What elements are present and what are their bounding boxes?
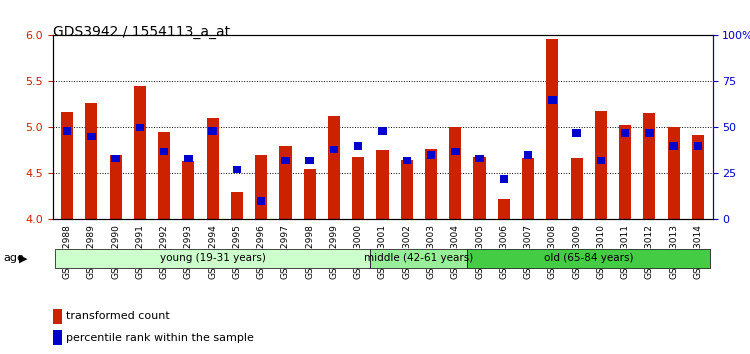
Bar [694, 142, 702, 149]
Bar [451, 148, 460, 155]
Bar [548, 96, 556, 103]
Bar [400, 160, 412, 219]
Bar [158, 132, 170, 219]
Bar [476, 155, 484, 162]
Bar [692, 135, 704, 219]
Bar [498, 199, 510, 219]
Bar [522, 158, 534, 219]
Text: young (19-31 years): young (19-31 years) [160, 253, 266, 263]
FancyBboxPatch shape [55, 249, 370, 268]
Text: GDS3942 / 1554113_a_at: GDS3942 / 1554113_a_at [53, 25, 230, 39]
Bar [257, 198, 265, 205]
Bar [595, 111, 607, 219]
Bar [111, 155, 120, 162]
Bar [281, 157, 290, 164]
Bar [53, 330, 62, 345]
Bar [182, 161, 194, 219]
Bar [621, 129, 629, 137]
Bar [352, 157, 364, 219]
Bar [645, 129, 654, 137]
Bar [209, 127, 217, 135]
Bar [572, 129, 580, 137]
Bar [279, 146, 292, 219]
Bar [232, 166, 242, 173]
Bar [500, 175, 508, 183]
Bar [304, 169, 316, 219]
Text: age: age [4, 253, 25, 263]
Text: old (65-84 years): old (65-84 years) [544, 253, 634, 263]
Bar [255, 155, 267, 219]
Bar [403, 157, 411, 164]
Bar [425, 149, 437, 219]
Bar [670, 142, 678, 149]
Bar [231, 192, 243, 219]
Bar [546, 39, 559, 219]
Bar [597, 157, 605, 164]
Bar [328, 116, 340, 219]
Text: transformed count: transformed count [66, 311, 170, 321]
Bar [427, 152, 435, 159]
Bar [619, 125, 632, 219]
Bar [63, 127, 71, 135]
Text: ▶: ▶ [19, 253, 27, 263]
Bar [136, 124, 144, 131]
Bar [449, 127, 461, 219]
Bar [376, 150, 388, 219]
Bar [53, 309, 62, 324]
FancyBboxPatch shape [467, 249, 710, 268]
Bar [330, 146, 338, 153]
Bar [184, 155, 193, 162]
Bar [61, 112, 74, 219]
Bar [134, 86, 146, 219]
Bar [571, 158, 583, 219]
FancyBboxPatch shape [370, 249, 467, 268]
Bar [110, 155, 122, 219]
Bar [206, 118, 219, 219]
Bar [644, 113, 656, 219]
Bar [160, 148, 168, 155]
Bar [86, 103, 98, 219]
Bar [378, 127, 387, 135]
Bar [305, 157, 314, 164]
Bar [354, 142, 362, 149]
Bar [87, 133, 95, 140]
Bar [524, 152, 532, 159]
Bar [473, 157, 485, 219]
Bar [668, 127, 680, 219]
Text: percentile rank within the sample: percentile rank within the sample [66, 332, 254, 343]
Text: middle (42-61 years): middle (42-61 years) [364, 253, 473, 263]
